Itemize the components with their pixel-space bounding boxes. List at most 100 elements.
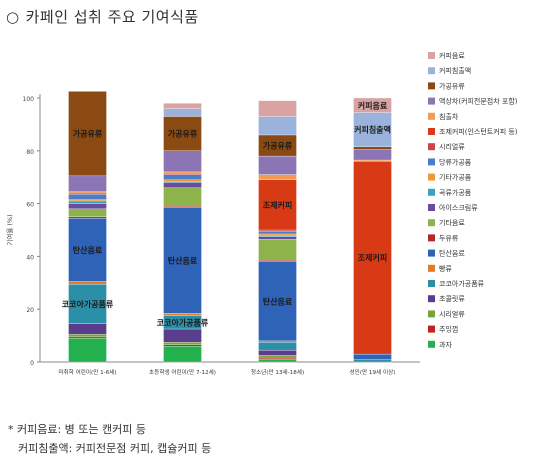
bar-segment [163,116,202,151]
bar-segment [163,173,202,175]
legend-swatch [428,158,435,166]
legend-entry: 곡류가공품 [439,188,472,197]
bar-segment [163,179,202,182]
bar-segment [258,100,297,117]
legend-swatch [428,249,435,257]
legend-swatch [428,188,435,196]
bar-segment [163,181,202,183]
legend-swatch [428,82,435,90]
bar-segment [258,349,297,356]
bar-segment [258,235,297,237]
legend-entry: 두유류 [439,234,459,242]
bar-segment [258,236,297,240]
page-title: ○ 카페인 섭취 주요 기여식품 [6,6,199,27]
legend-entry: 추잉껌 [439,326,458,334]
legend-entry: 조제커피(인스턴트커피 등) [439,127,518,136]
bar-segment [68,323,107,335]
legend-entry: 액상차(커피전문점차 포함) [439,97,518,106]
bar-segment [68,203,107,210]
bar-segment [68,281,107,285]
bar-segment [163,206,202,208]
bar-segment [163,171,202,174]
bar-segment [258,342,297,351]
legend-swatch [428,143,435,151]
legend-swatch [428,219,435,227]
bar-segment [258,359,297,363]
bar-segment [353,353,392,360]
bar-segment [163,313,202,316]
x-tick-label: 청소년(만 13세-18세) [251,368,304,376]
legend-entry: 커피음료 [439,51,465,60]
bar-segment [353,112,392,147]
title-text: 카페인 섭취 주요 기여식품 [25,8,199,26]
bar-segment [68,336,107,339]
bar-segment [68,283,107,324]
bar-segment [68,334,107,338]
bar-segment [68,338,107,363]
bar-segment [163,150,202,173]
legend-swatch [428,310,435,318]
bar-segment [163,108,202,117]
bar-segment [258,229,297,232]
legend-entry: 침출차 [439,112,459,121]
legend-swatch [428,128,435,135]
legend-swatch [428,340,435,348]
bar-segment [163,344,202,347]
legend-entry: 기타가공품 [439,173,472,182]
bar-segment [353,146,392,150]
x-tick-label: 성인(만 19세 이상) [350,368,396,376]
bar-data-label: 가공유류 [73,129,103,139]
legend-swatch [428,264,435,272]
legend-swatch [428,204,435,211]
bar-segment [163,346,202,363]
y-tick-label: 20 [26,307,34,314]
legend-swatch [428,280,435,287]
bar-segment [163,342,202,345]
bar-segment [68,208,107,217]
legend-entry: 커피침출액 [439,66,471,75]
bar-segment [258,174,297,180]
legend-entry: 과자 [439,340,452,349]
bar-segment [258,355,297,359]
legend-entry: 아이스크림류 [439,203,478,212]
bar-data-label: 가공유류 [168,129,198,139]
bar-segment [68,192,107,195]
legend-swatch [428,67,435,75]
bar-segment [68,91,107,177]
bar-segment [258,357,297,360]
y-tick-label: 40 [26,254,34,261]
bar-segment [258,231,297,235]
x-tick-label: 미취학 어린이(만 1-6세) [58,368,116,376]
bar-segment [258,116,297,136]
y-tick-label: 80 [26,149,34,156]
legend-entry: 초콜릿류 [439,295,465,303]
legend-swatch [428,112,435,120]
bar-segment [68,175,107,192]
legend-entry: 당류가공품 [439,157,472,166]
footnote-coffee-drink: * 커피음료: 병 또는 캔커피 등 [8,423,147,436]
y-tick-label: 60 [26,202,34,209]
bar-segment [68,199,107,202]
legend-entry: 기타음료 [439,218,465,227]
legend-entry: 빵류 [439,264,452,273]
bar-data-label: 조제커피 [263,200,292,210]
bar-data-label: 가공유류 [263,141,293,151]
legend-entry: 시리얼류 [439,309,465,318]
stacked-bar-chart: 0 20 40 60 80 100 기여율 (%) 미취학 어린이(만 1-6세) 초등학생 어… [5,51,518,376]
bar-segment [258,155,297,175]
legend-entry: 탄산음료 [439,249,465,258]
bar-segment [163,207,202,314]
bar-segment [68,217,107,282]
title-bullet: ○ [6,8,20,26]
legend-swatch [428,325,435,333]
bar-segment [353,359,392,363]
bar-segment [353,161,392,355]
bar-segment [68,216,107,219]
bar-segment [353,97,392,113]
bar-data-label: 커피침출액 [354,125,391,135]
y-axis-label: 기여율 (%) [5,214,14,245]
bar-segment [163,174,202,180]
bar-data-label: 커피음료 [358,100,388,110]
bar-segment [163,182,202,188]
bar-segment [68,194,107,200]
